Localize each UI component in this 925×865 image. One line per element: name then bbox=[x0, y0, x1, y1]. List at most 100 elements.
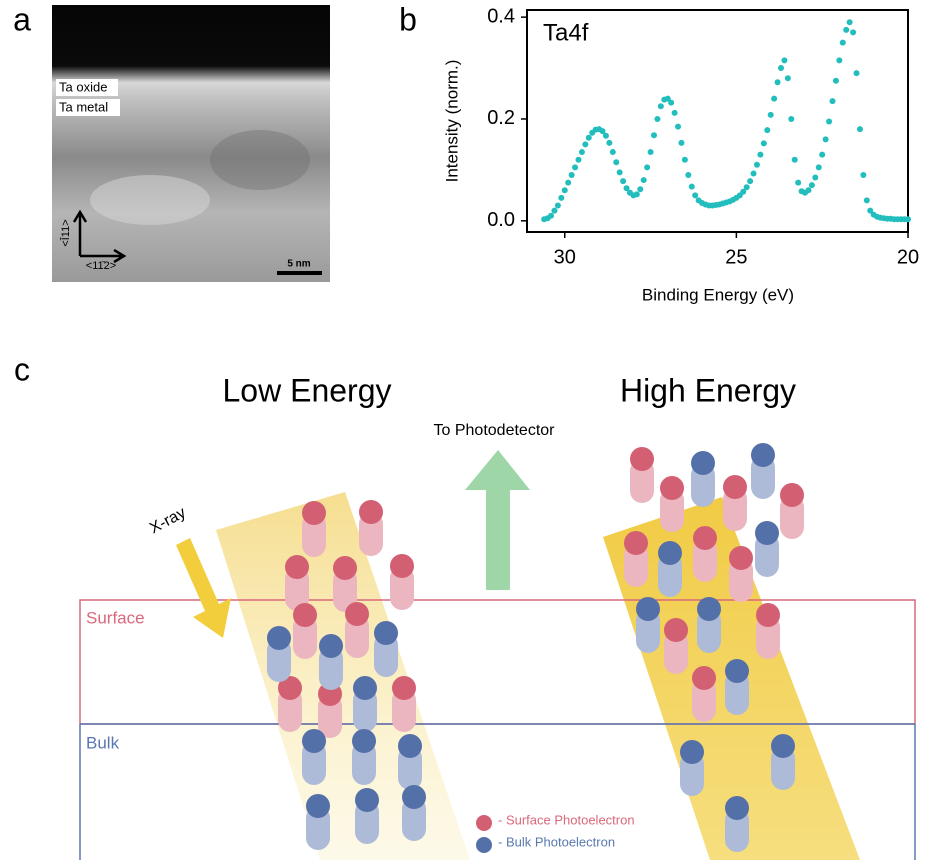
data-point bbox=[781, 57, 788, 64]
surface-electron-trail bbox=[729, 558, 753, 602]
data-point bbox=[568, 171, 575, 178]
surface-electron-trail bbox=[630, 459, 654, 503]
data-point bbox=[863, 197, 870, 204]
surface-electron-trail bbox=[624, 543, 648, 587]
x-tick-label: 30 bbox=[554, 246, 576, 268]
y-tick-label: 0.4 bbox=[487, 5, 515, 27]
data-point bbox=[558, 194, 565, 201]
legend-marker bbox=[476, 815, 492, 831]
bulk-electron-trail bbox=[755, 533, 779, 577]
bulk-electron-trail bbox=[725, 671, 749, 715]
surface-electron bbox=[302, 501, 326, 525]
data-point bbox=[850, 29, 857, 36]
surface-electron-trail bbox=[278, 688, 302, 732]
tem-image: Ta oxide Ta metal <Ī11> <11̄2> 5 nm bbox=[52, 5, 330, 282]
data-point bbox=[620, 178, 627, 185]
surface-electron-trail bbox=[318, 694, 342, 738]
bulk-electron-trail bbox=[306, 806, 330, 850]
bulk-electron bbox=[691, 451, 715, 475]
data-point bbox=[647, 149, 654, 156]
panel-label: b bbox=[399, 1, 417, 37]
surface-electron-trail bbox=[660, 488, 684, 532]
direction-label: <Ī11> bbox=[60, 219, 72, 246]
data-point bbox=[565, 179, 572, 186]
data-point bbox=[747, 178, 754, 185]
surface-electron bbox=[723, 475, 747, 499]
bulk-electron bbox=[355, 788, 379, 812]
data-point bbox=[812, 174, 819, 181]
legend-text: - Surface Photoelectron bbox=[498, 812, 635, 827]
bulk-electron bbox=[751, 443, 775, 467]
bulk-electron-trail bbox=[402, 797, 426, 841]
data-point bbox=[561, 187, 568, 194]
bulk-electron bbox=[374, 621, 398, 645]
label-box bbox=[56, 99, 120, 116]
schematic: Surface Bulk Low Energy High Energy To P… bbox=[79, 372, 916, 860]
data-point bbox=[675, 123, 682, 130]
data-point bbox=[905, 216, 911, 223]
bulk-electron-trail bbox=[353, 688, 377, 732]
label-box bbox=[56, 79, 118, 96]
bulk-electron-trail bbox=[302, 741, 326, 785]
data-point bbox=[671, 109, 678, 116]
layer-label: Ta metal bbox=[59, 99, 108, 114]
data-point bbox=[743, 184, 750, 191]
surface-electron bbox=[285, 555, 309, 579]
bulk-electron bbox=[755, 521, 779, 545]
y-tick-label: 0.0 bbox=[487, 209, 515, 231]
data-point bbox=[599, 128, 606, 135]
x-tick-label: 20 bbox=[897, 246, 919, 268]
chart: Ta4f Binding Energy (eV) Intensity (norm… bbox=[442, 5, 919, 304]
data-point bbox=[774, 79, 781, 86]
data-point bbox=[815, 164, 822, 171]
data-point bbox=[548, 212, 555, 219]
bulk-electron-trail bbox=[267, 638, 291, 682]
panel-title: Low Energy bbox=[223, 372, 392, 408]
legend-marker bbox=[476, 837, 492, 853]
surface-electron bbox=[729, 546, 753, 570]
panel-title: High Energy bbox=[620, 372, 796, 408]
surface-electron bbox=[660, 476, 684, 500]
data-point bbox=[839, 39, 846, 46]
bulk-electron-trail bbox=[771, 746, 795, 790]
y-axis-label: Intensity (norm.) bbox=[442, 60, 461, 183]
bulk-electron bbox=[353, 676, 377, 700]
data-point bbox=[819, 151, 826, 158]
bulk-electron bbox=[636, 597, 660, 621]
surface-electron-trail bbox=[756, 615, 780, 659]
data-point bbox=[651, 132, 657, 139]
data-point bbox=[654, 115, 661, 122]
tem-background bbox=[52, 5, 330, 282]
data-point bbox=[609, 149, 616, 156]
surface-electron-trail bbox=[345, 614, 369, 658]
data-point bbox=[832, 77, 839, 84]
bulk-electron bbox=[302, 729, 326, 753]
surface-electron bbox=[692, 666, 716, 690]
data-point bbox=[829, 98, 836, 105]
surface-electron-trail bbox=[293, 615, 317, 659]
x-tick-label: 25 bbox=[725, 246, 747, 268]
layer-label: Ta oxide bbox=[59, 79, 107, 94]
surface-electron bbox=[392, 676, 416, 700]
surface-electron bbox=[293, 603, 317, 627]
data-point bbox=[805, 187, 812, 194]
data-point bbox=[578, 149, 585, 156]
bulk-electron-trail bbox=[398, 746, 422, 790]
data-point bbox=[554, 202, 561, 209]
bulk-electron bbox=[771, 734, 795, 758]
surface-electron-trail bbox=[723, 487, 747, 531]
data-point bbox=[860, 171, 867, 178]
annotation: Ta4f bbox=[543, 19, 589, 46]
bulk-electron-trail bbox=[658, 553, 682, 597]
bulk-electron bbox=[658, 541, 682, 565]
bulk-electron bbox=[402, 785, 426, 809]
tem-texture bbox=[90, 175, 210, 225]
data-point bbox=[836, 57, 843, 64]
data-point bbox=[572, 164, 579, 171]
y-tick-label: 0.2 bbox=[487, 107, 515, 129]
data-point bbox=[740, 188, 747, 195]
data-point bbox=[853, 70, 860, 77]
data-point bbox=[795, 179, 802, 186]
surface-electron-trail bbox=[780, 495, 804, 539]
